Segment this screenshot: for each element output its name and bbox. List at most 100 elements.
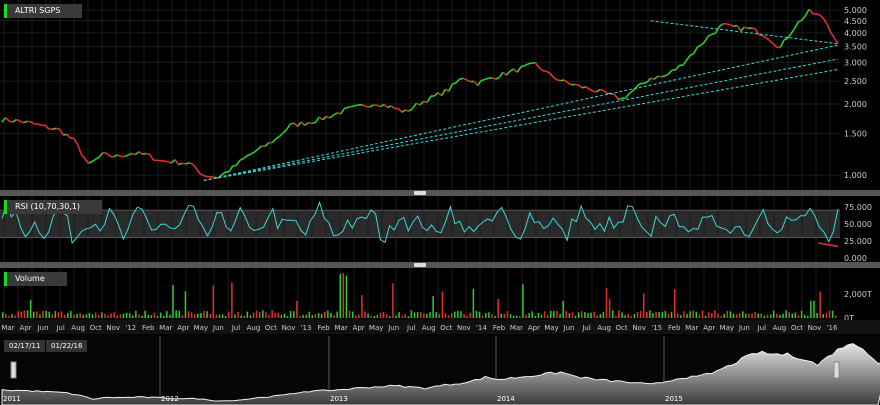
- volume-bar: [463, 313, 465, 318]
- volume-bar: [441, 291, 444, 318]
- navigator-area[interactable]: [0, 336, 880, 405]
- price-segment: [271, 138, 277, 144]
- price-segment: [682, 59, 688, 66]
- price-segment: [617, 97, 623, 101]
- volume-bar: [543, 311, 546, 318]
- volume-bar: [289, 310, 292, 318]
- volume-bar: [655, 312, 657, 318]
- volume-bar: [646, 311, 648, 318]
- volume-bar: [132, 315, 134, 318]
- volume-bar: [277, 312, 280, 318]
- price-segment: [304, 122, 309, 126]
- volume-bar: [590, 312, 592, 318]
- volume-bar: [522, 284, 524, 318]
- volume-bar: [104, 313, 106, 318]
- volume-bar: [460, 311, 462, 318]
- price-segment: [416, 102, 421, 106]
- x-tick-label: Feb: [493, 324, 506, 332]
- price-y-axis: 1.000 1.500 2.000 2.500 3.000 3.500 4.000 4.500…: [840, 0, 880, 190]
- volume-bar: [203, 310, 205, 318]
- panel-resize-handle[interactable]: [0, 190, 880, 196]
- volume-bar: [175, 310, 177, 318]
- x-tick-label: Jun: [563, 324, 575, 332]
- panel-resize-handle-2[interactable]: [0, 262, 880, 268]
- price-segment: [405, 109, 410, 112]
- volume-bar: [333, 315, 335, 318]
- volume-bar: [732, 313, 735, 318]
- price-segment: [661, 75, 666, 78]
- resize-grip-icon[interactable]: [414, 263, 426, 267]
- price-y-tick: 3.000: [844, 58, 867, 67]
- volume-bar: [785, 310, 787, 318]
- price-panel-title: ALTRI SGPS: [4, 4, 83, 18]
- price-segment: [588, 88, 594, 92]
- price-segment: [52, 127, 57, 130]
- price-segment: [545, 70, 551, 74]
- volume-bar: [503, 313, 506, 318]
- x-tick-label: Feb: [317, 324, 330, 332]
- price-y-tick: 2.000: [844, 100, 867, 109]
- volume-bar: [788, 312, 790, 318]
- volume-bar: [754, 311, 756, 318]
- volume-bar: [271, 310, 273, 318]
- volume-bar: [113, 312, 115, 318]
- volume-bar: [444, 313, 447, 318]
- volume-panel-title: Volume: [4, 272, 67, 286]
- price-segment: [729, 23, 734, 28]
- price-segment: [689, 52, 695, 56]
- price-segment: [751, 27, 756, 30]
- price-segment: [643, 81, 648, 85]
- volume-bar: [110, 313, 112, 318]
- volume-bar: [683, 311, 685, 318]
- volume-bar: [565, 311, 568, 318]
- price-segment: [613, 94, 619, 100]
- price-segment: [80, 153, 86, 160]
- volume-bar: [776, 313, 778, 318]
- volume-bar: [351, 311, 354, 318]
- price-segment: [473, 80, 479, 87]
- volume-bar: [197, 313, 199, 318]
- price-segment: [578, 84, 583, 89]
- price-chart[interactable]: [0, 0, 840, 190]
- volume-bar: [255, 310, 258, 318]
- price-segment: [239, 157, 244, 162]
- volume-bar: [302, 314, 304, 318]
- volume-bar: [627, 313, 629, 318]
- price-segment: [819, 14, 825, 20]
- trendline: [203, 69, 839, 181]
- volume-bar: [491, 314, 493, 318]
- price-segment: [491, 77, 496, 80]
- volume-bar: [512, 315, 515, 318]
- price-segment: [466, 79, 471, 83]
- volume-bar: [361, 295, 363, 318]
- volume-bar: [791, 313, 794, 318]
- nav-year-2015: 2015: [665, 395, 683, 403]
- volume-bar: [404, 314, 407, 318]
- volume-bar: [726, 310, 729, 318]
- volume-bar: [769, 314, 772, 318]
- price-segment: [76, 144, 83, 155]
- volume-bar: [367, 313, 369, 318]
- resize-grip-icon[interactable]: [414, 191, 426, 195]
- volume-bar: [825, 313, 828, 318]
- trendline: [203, 58, 839, 181]
- price-segment: [790, 27, 796, 34]
- x-tick-label: Apr: [703, 324, 715, 332]
- price-segment: [816, 13, 821, 16]
- price-y-tick: 4.500: [844, 17, 867, 26]
- volume-chart[interactable]: [0, 268, 840, 320]
- price-segment: [524, 63, 529, 67]
- rsi-chart[interactable]: [0, 196, 840, 262]
- price-segment: [109, 155, 114, 158]
- range-navigator[interactable]: 02/17/11 01/22/16 2011 2012 2013 2014 20…: [0, 336, 880, 405]
- price-segment: [5, 117, 10, 122]
- volume-bar: [621, 312, 623, 318]
- price-segment: [552, 76, 558, 81]
- volume-bar: [385, 314, 388, 318]
- volume-bar: [119, 314, 122, 318]
- price-segment: [12, 118, 17, 123]
- price-segment: [264, 142, 270, 147]
- price-segment: [124, 154, 129, 158]
- price-segment: [412, 102, 418, 109]
- volume-bar: [243, 315, 246, 318]
